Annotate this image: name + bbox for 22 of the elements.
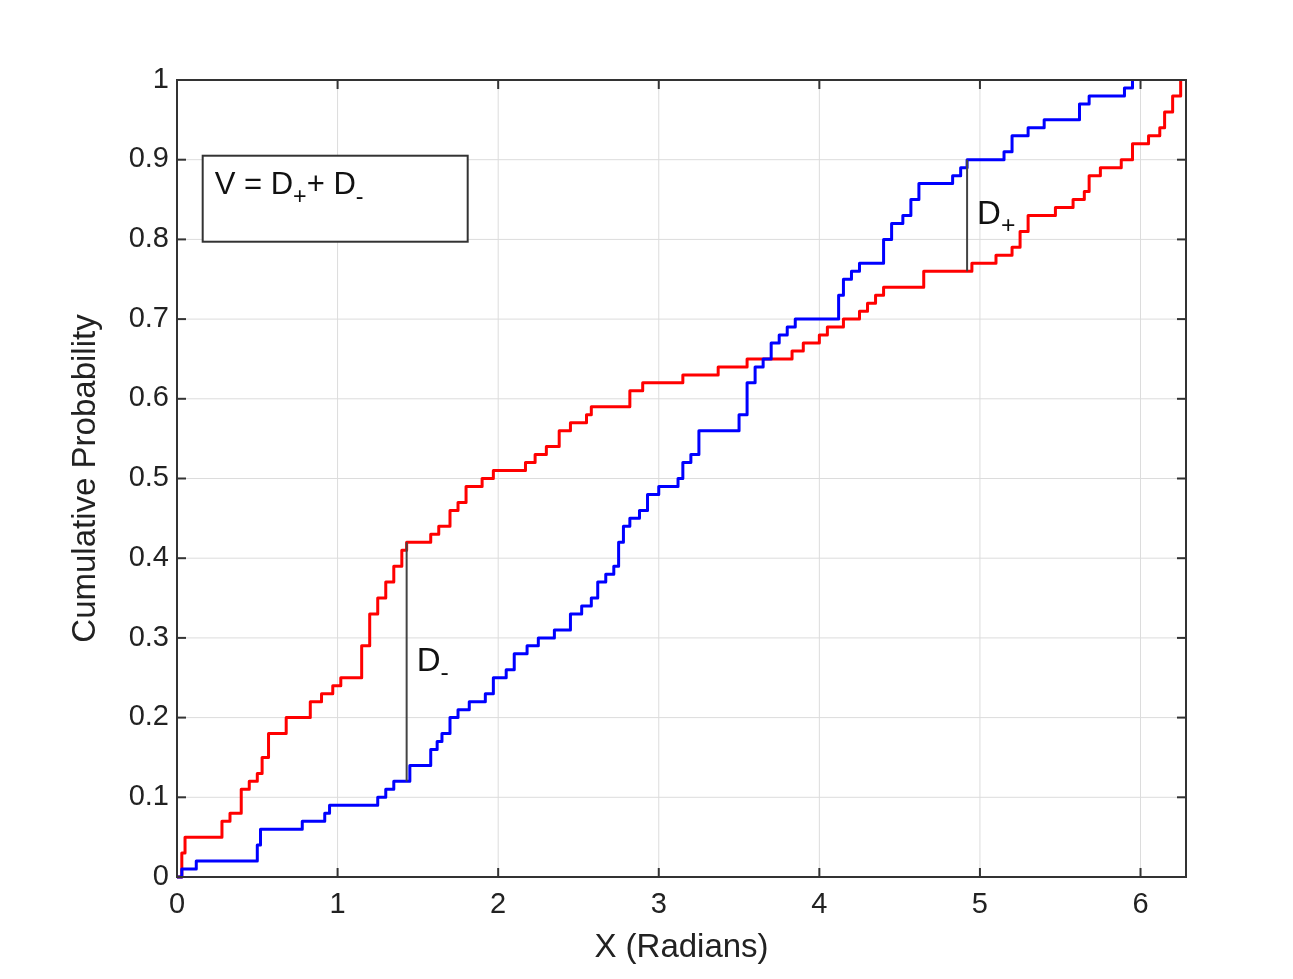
- y-tick-label: 0.5: [128, 460, 169, 493]
- y-tick-label: 0.2: [128, 699, 169, 732]
- x-tick-label: 4: [811, 887, 828, 919]
- x-tick-label: 5: [971, 887, 989, 919]
- y-tick-label: 0: [152, 858, 169, 891]
- x-axis-title: X (Radians): [594, 927, 769, 964]
- x-tick-label: 3: [650, 887, 667, 919]
- y-tick-label: 0.3: [128, 619, 169, 652]
- y-tick-label: 0.6: [128, 380, 169, 413]
- y-tick-label: 0.9: [128, 141, 169, 174]
- y-tick-label: 0.7: [128, 300, 169, 333]
- annotation: D$_{-}$: [416, 640, 449, 685]
- y-tick-label: 0.8: [128, 221, 169, 254]
- y-axis-title: Cumulative Probability: [65, 313, 102, 643]
- annotation: V = D$_{+}$+ D$_{-}$: [214, 165, 364, 210]
- y-tick-label: 0.1: [128, 778, 169, 811]
- y-tick-label: 0.4: [128, 539, 169, 572]
- y-tick-label: 1: [152, 61, 169, 94]
- annotation: D$_{+}$: [977, 194, 1016, 239]
- x-tick-label: 2: [490, 887, 507, 919]
- x-tick-label: 6: [1132, 887, 1149, 919]
- x-tick-label: 1: [329, 887, 346, 919]
